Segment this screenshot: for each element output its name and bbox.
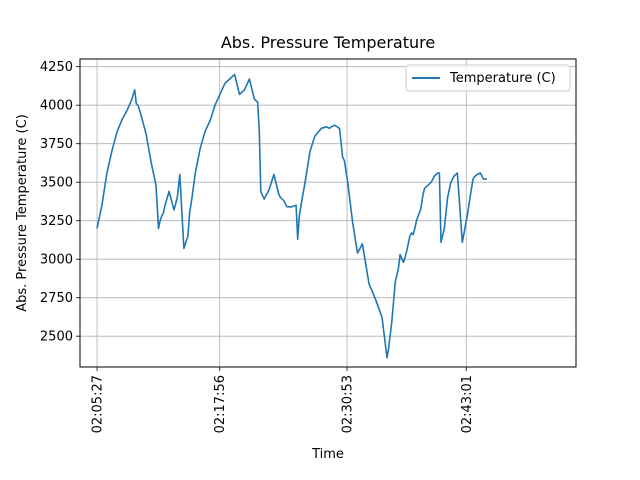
y-tick-label: 3750 <box>40 137 73 152</box>
legend-label: Temperature (C) <box>449 71 556 86</box>
x-tick-label: 02:43:01 <box>460 375 475 433</box>
x-tick-label: 02:30:53 <box>341 375 356 433</box>
x-tick-label: 02:05:27 <box>91 375 106 433</box>
chart-title: Abs. Pressure Temperature <box>221 33 435 52</box>
legend: Temperature (C) <box>405 64 571 92</box>
y-tick-label: 3250 <box>40 214 73 229</box>
y-axis-title: Abs. Pressure Temperature (C) <box>15 114 30 312</box>
x-axis-title: Time <box>311 447 344 462</box>
legend-box <box>405 64 571 92</box>
series-layer <box>96 73 487 359</box>
y-tick-label: 4250 <box>40 60 73 75</box>
tick-layer: 2500 2750 3000 3250 3500 3750 4000 4250 02:05:27… <box>40 60 475 433</box>
y-tick-label: 3000 <box>40 253 73 268</box>
plot-area-frame <box>79 58 577 368</box>
x-tick-label: 02:17:56 <box>213 375 228 433</box>
y-tick-label: 2750 <box>40 291 73 306</box>
y-tick-label: 4000 <box>40 99 73 114</box>
y-tick-label: 2500 <box>40 330 73 345</box>
grid-layer <box>80 59 576 367</box>
y-tick-label: 3500 <box>40 176 73 191</box>
series-line-temperature <box>96 73 487 359</box>
